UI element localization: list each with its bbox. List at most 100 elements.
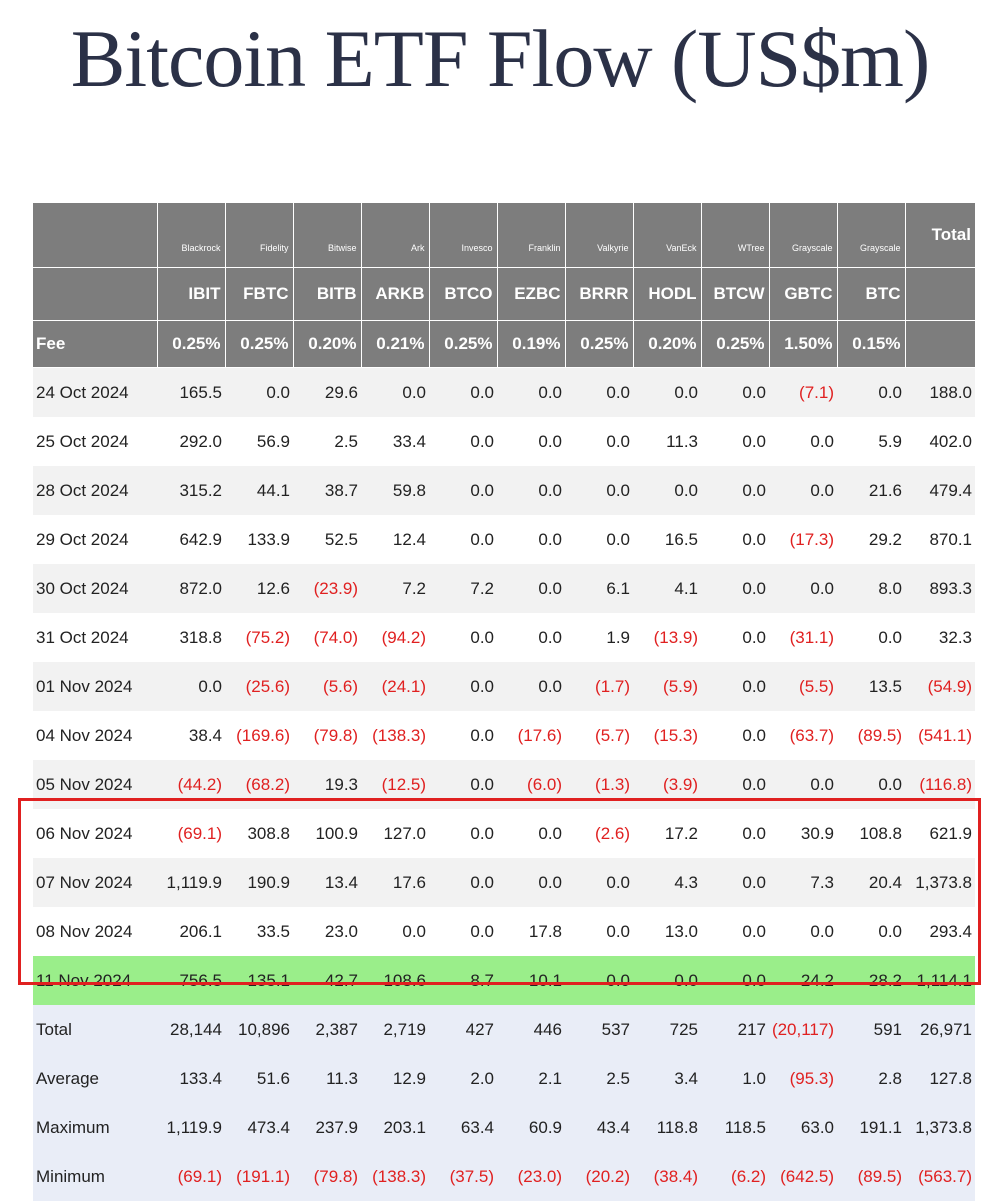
flow-value-cell: (3.9) bbox=[633, 760, 701, 809]
flow-value-cell: 165.5 bbox=[157, 367, 225, 417]
stat-value-cell: (138.3) bbox=[361, 1152, 429, 1201]
ticker-symbol: ARKB bbox=[361, 267, 430, 321]
flow-value-cell: 0.0 bbox=[157, 662, 225, 711]
flow-value-cell: 108.6 bbox=[361, 956, 429, 1005]
stat-label: Maximum bbox=[33, 1103, 157, 1152]
fee-value: 0.25% bbox=[565, 320, 634, 368]
flow-value-cell: 13.5 bbox=[837, 662, 905, 711]
stat-value-cell: (6.2) bbox=[701, 1152, 769, 1201]
stat-value-cell: (23.0) bbox=[497, 1152, 565, 1201]
fee-value: 0.25% bbox=[157, 320, 226, 368]
flow-value-cell: 19.3 bbox=[293, 760, 361, 809]
stat-value-cell: 10,896 bbox=[225, 1005, 293, 1054]
stat-value-cell: 427 bbox=[429, 1005, 497, 1054]
stat-value-cell: (20.2) bbox=[565, 1152, 633, 1201]
flow-value-cell: 33.5 bbox=[225, 907, 293, 956]
fee-value: 0.25% bbox=[225, 320, 294, 368]
stat-value-cell: 473.4 bbox=[225, 1103, 293, 1152]
fee-value: 0.20% bbox=[293, 320, 362, 368]
flow-value-cell: 0.0 bbox=[701, 466, 769, 515]
flow-value-cell: 0.0 bbox=[769, 564, 837, 613]
table-row: 06 Nov 2024 (69.1) 308.8 100.9 127.0 0.0 0.0 (2… bbox=[33, 809, 975, 858]
flow-value-cell: (5.9) bbox=[633, 662, 701, 711]
date-cell: 29 Oct 2024 bbox=[33, 515, 157, 564]
date-cell: 07 Nov 2024 bbox=[33, 858, 157, 907]
stat-value-cell: (79.8) bbox=[293, 1152, 361, 1201]
date-cell: 11 Nov 2024 bbox=[33, 956, 157, 1005]
flow-value-cell: 0.0 bbox=[429, 417, 497, 466]
fee-value: 1.50% bbox=[769, 320, 838, 368]
flow-value-cell: 0.0 bbox=[701, 367, 769, 417]
flow-value-cell: 308.8 bbox=[225, 809, 293, 858]
flow-value-cell: 0.0 bbox=[701, 417, 769, 466]
flow-value-cell: 0.0 bbox=[497, 613, 565, 662]
table-row: 04 Nov 2024 38.4 (169.6) (79.8) (138.3) 0.0 (1… bbox=[33, 711, 975, 760]
flow-value-cell: 318.8 bbox=[157, 613, 225, 662]
flow-value-cell: 0.0 bbox=[701, 858, 769, 907]
flow-value-cell: 1.9 bbox=[565, 613, 633, 662]
flow-value-cell: 133.9 bbox=[225, 515, 293, 564]
flow-value-cell: 7.2 bbox=[429, 564, 497, 613]
flow-value-cell: 56.9 bbox=[225, 417, 293, 466]
flow-value-cell: (138.3) bbox=[361, 711, 429, 760]
flow-value-cell: 0.0 bbox=[497, 417, 565, 466]
row-total-cell: 870.1 bbox=[905, 515, 975, 564]
flow-value-cell: 17.2 bbox=[633, 809, 701, 858]
stat-label: Total bbox=[33, 1005, 157, 1054]
stat-value-cell: 1,373.8 bbox=[905, 1103, 975, 1152]
flow-value-cell: 20.4 bbox=[837, 858, 905, 907]
flow-value-cell: 0.0 bbox=[429, 760, 497, 809]
stat-value-cell: (38.4) bbox=[633, 1152, 701, 1201]
date-cell: 31 Oct 2024 bbox=[33, 613, 157, 662]
flow-value-cell: 0.0 bbox=[633, 956, 701, 1005]
flow-value-cell: 4.3 bbox=[633, 858, 701, 907]
table-body: 24 Oct 2024 165.5 0.0 29.6 0.0 0.0 0.0 0.0 0.0 0.… bbox=[33, 367, 975, 1201]
flow-value-cell: 6.1 bbox=[565, 564, 633, 613]
stat-value-cell: 2.0 bbox=[429, 1054, 497, 1103]
flow-value-cell: 0.0 bbox=[633, 466, 701, 515]
row-total-cell: 293.4 bbox=[905, 907, 975, 956]
row-total-cell: (116.8) bbox=[905, 760, 975, 809]
flow-value-cell: (17.6) bbox=[497, 711, 565, 760]
flow-value-cell: 13.0 bbox=[633, 907, 701, 956]
table-row: 08 Nov 2024 206.1 33.5 23.0 0.0 0.0 17.8 0.0 13.… bbox=[33, 907, 975, 956]
ticker-symbol: BTCO bbox=[429, 267, 498, 321]
stat-value-cell: (37.5) bbox=[429, 1152, 497, 1201]
stats-row: Maximum 1,119.9 473.4 237.9 203.1 63.4 60.9 43.… bbox=[33, 1103, 975, 1152]
stat-value-cell: 591 bbox=[837, 1005, 905, 1054]
table-row: 01 Nov 2024 0.0 (25.6) (5.6) (24.1) 0.0 0.0 (1.… bbox=[33, 662, 975, 711]
table-row: 25 Oct 2024 292.0 56.9 2.5 33.4 0.0 0.0 0.0 11.3… bbox=[33, 417, 975, 466]
stat-value-cell: 237.9 bbox=[293, 1103, 361, 1152]
total-column-header: Total bbox=[905, 203, 975, 268]
flow-value-cell: (6.0) bbox=[497, 760, 565, 809]
flow-value-cell: 127.0 bbox=[361, 809, 429, 858]
flow-value-cell: (69.1) bbox=[157, 809, 225, 858]
flow-value-cell: 28.2 bbox=[837, 956, 905, 1005]
row-total-cell: 1,373.8 bbox=[905, 858, 975, 907]
flow-value-cell: 0.0 bbox=[429, 809, 497, 858]
header-blank-cell bbox=[905, 320, 975, 368]
flow-value-cell: 7.3 bbox=[769, 858, 837, 907]
flow-value-cell: 0.0 bbox=[565, 417, 633, 466]
stat-value-cell: 191.1 bbox=[837, 1103, 905, 1152]
header-blank-cell bbox=[905, 267, 975, 321]
flow-value-cell: 0.0 bbox=[769, 466, 837, 515]
ticker-symbol: IBIT bbox=[157, 267, 226, 321]
flow-value-cell: (25.6) bbox=[225, 662, 293, 711]
table-header: Blackrock Fidelity Bitwise Ark Invesco Frankl… bbox=[33, 203, 975, 368]
stat-value-cell: 11.3 bbox=[293, 1054, 361, 1103]
flow-value-cell: 0.0 bbox=[429, 613, 497, 662]
table-row: 07 Nov 2024 1,119.9 190.9 13.4 17.6 0.0 0.0 0.0… bbox=[33, 858, 975, 907]
date-cell: 25 Oct 2024 bbox=[33, 417, 157, 466]
fee-value: 0.20% bbox=[633, 320, 702, 368]
stat-value-cell: 127.8 bbox=[905, 1054, 975, 1103]
flow-value-cell: (5.5) bbox=[769, 662, 837, 711]
flow-value-cell: 0.0 bbox=[769, 907, 837, 956]
date-cell: 04 Nov 2024 bbox=[33, 711, 157, 760]
fee-value: 0.21% bbox=[361, 320, 430, 368]
fee-row: Fee 0.25% 0.25% 0.20% 0.21% 0.25% 0.19% 0.25% 0… bbox=[33, 320, 975, 368]
date-cell: 30 Oct 2024 bbox=[33, 564, 157, 613]
flow-value-cell: 42.7 bbox=[293, 956, 361, 1005]
flow-value-cell: 0.0 bbox=[429, 907, 497, 956]
date-cell: 08 Nov 2024 bbox=[33, 907, 157, 956]
